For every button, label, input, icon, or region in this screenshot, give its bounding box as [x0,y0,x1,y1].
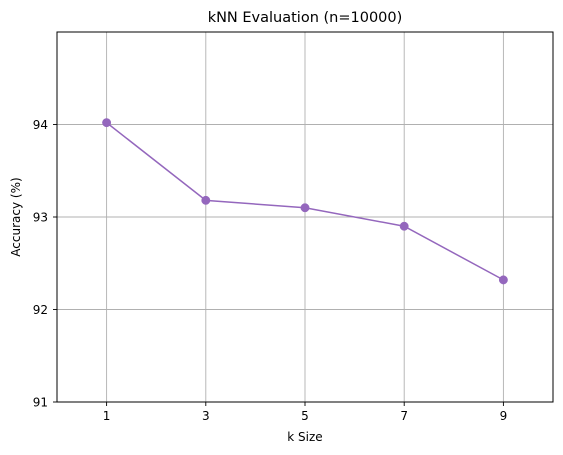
y-tick-label: 94 [33,118,48,132]
chart-title: kNN Evaluation (n=10000) [208,10,403,26]
y-axis-ticks: 91 92 93 94 [33,118,57,410]
data-point [399,221,409,231]
x-tick-label: 5 [301,409,309,423]
data-point [201,195,211,205]
x-tick-label: 3 [202,409,210,423]
y-axis-label: Accuracy (%) [9,177,23,256]
x-tick-label: 1 [103,409,111,423]
y-tick-label: 93 [33,211,48,225]
grid [57,32,553,403]
x-axis-ticks: 1 3 5 7 9 [103,402,507,423]
data-point [102,118,112,128]
x-axis-label: k Size [287,430,322,444]
data-point [498,275,508,285]
x-tick-label: 9 [500,409,508,423]
series-layer [102,118,508,285]
y-tick-label: 91 [33,396,48,410]
x-tick-label: 7 [400,409,408,423]
data-point [300,203,310,213]
y-tick-label: 92 [33,303,48,317]
